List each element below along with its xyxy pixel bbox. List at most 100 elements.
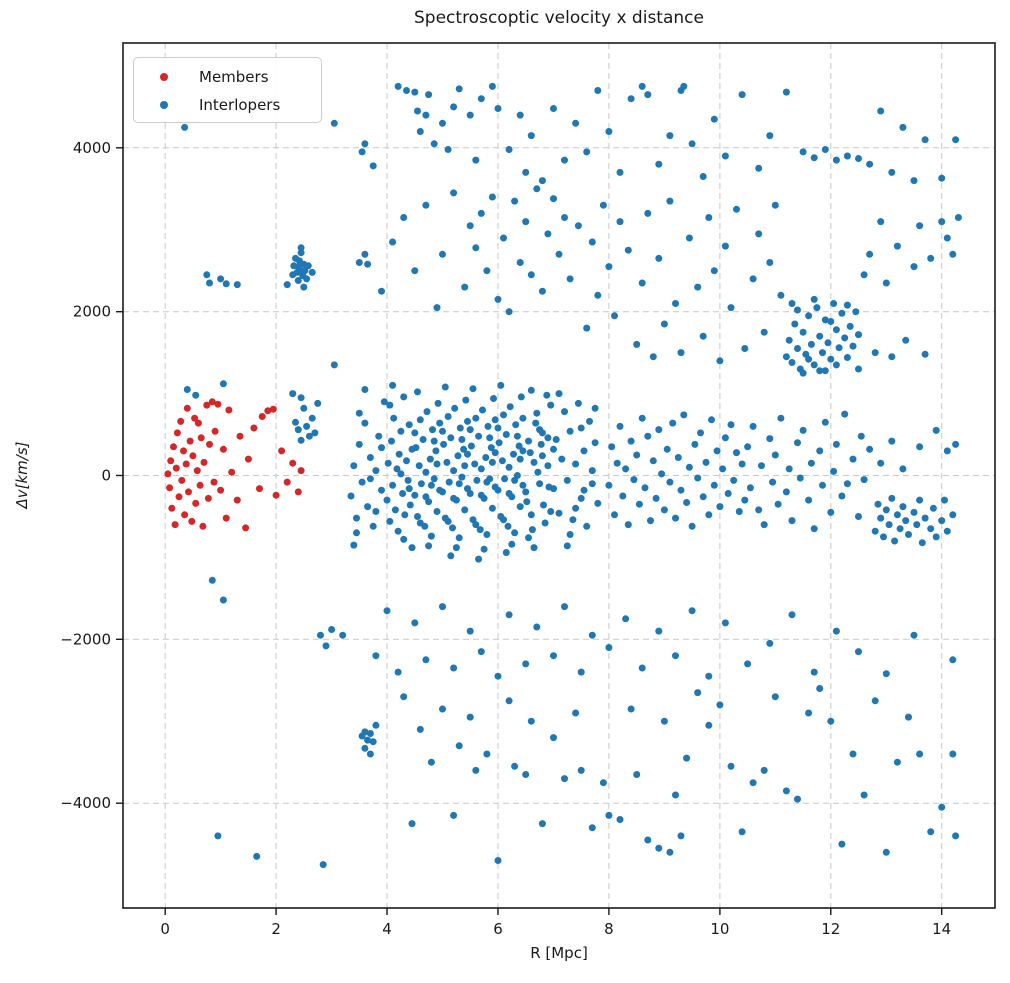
scatter-point-interlopers <box>552 436 560 443</box>
scatter-point-interlopers <box>500 234 507 242</box>
scatter-point-members <box>189 452 197 460</box>
scatter-point-interlopers <box>294 277 302 284</box>
scatter-point-interlopers <box>849 455 857 463</box>
scatter-point-interlopers <box>855 648 862 656</box>
scatter-point-interlopers <box>444 146 452 153</box>
scatter-point-interlopers <box>855 365 862 373</box>
scatter-point-interlopers <box>361 250 369 258</box>
scatter-point-interlopers <box>699 173 707 180</box>
scatter-point-interlopers <box>905 713 912 721</box>
scatter-point-members <box>199 522 207 530</box>
scatter-point-interlopers <box>477 465 485 473</box>
scatter-point-members <box>197 434 205 442</box>
scatter-point-interlopers <box>685 463 693 471</box>
scatter-point-interlopers <box>401 511 409 519</box>
scatter-point-interlopers <box>217 275 225 283</box>
scatter-point-interlopers <box>843 152 851 160</box>
scatter-point-interlopers <box>364 260 372 268</box>
scatter-point-interlopers <box>445 478 453 486</box>
scatter-point-interlopers <box>782 88 790 96</box>
scatter-point-members <box>188 517 196 525</box>
scatter-point-interlopers <box>439 705 446 713</box>
scatter-point-interlopers <box>616 422 624 430</box>
scatter-point-interlopers <box>672 514 679 522</box>
x-tick-label: 14 <box>932 920 951 938</box>
scatter-point-interlopers <box>411 267 419 275</box>
scatter-point-interlopers <box>461 283 469 291</box>
scatter-point-interlopers <box>616 816 624 823</box>
scatter-point-members <box>203 401 211 409</box>
scatter-point-interlopers <box>355 409 363 417</box>
scatter-point-interlopers <box>572 460 580 468</box>
scatter-point-interlopers <box>755 230 763 238</box>
scatter-point-interlopers <box>572 709 580 717</box>
scatter-point-interlopers <box>705 672 713 680</box>
scatter-point-interlopers <box>799 328 807 336</box>
scatter-point-interlopers <box>214 832 222 840</box>
scatter-point-interlopers <box>447 552 455 560</box>
scatter-point-interlopers <box>483 267 491 275</box>
scatter-point-members <box>289 459 297 467</box>
scatter-point-interlopers <box>599 201 607 209</box>
legend: Members Interlopers <box>133 57 322 123</box>
scatter-point-interlopers <box>782 787 790 795</box>
scatter-point-interlopers <box>391 506 399 514</box>
scatter-point-interlopers <box>583 148 591 156</box>
scatter-point-interlopers <box>777 291 785 299</box>
x-tick-label: 6 <box>493 920 503 938</box>
scatter-point-interlopers <box>913 521 921 529</box>
scatter-point-interlopers <box>477 648 485 656</box>
scatter-point-interlopers <box>490 395 497 402</box>
scatter-point-interlopers <box>450 189 458 197</box>
scatter-point-interlopers <box>522 218 530 226</box>
scatter-point-interlopers <box>534 468 542 476</box>
scatter-point-interlopers <box>710 115 718 123</box>
scatter-point-interlopers <box>705 721 713 729</box>
scatter-point-interlopers <box>522 771 530 778</box>
scatter-point-interlopers <box>513 432 521 440</box>
scatter-point-interlopers <box>372 508 380 515</box>
scatter-point-interlopers <box>605 263 613 271</box>
scatter-point-interlopers <box>566 531 574 538</box>
scatter-point-interlopers <box>627 705 635 713</box>
scatter-point-interlopers <box>619 492 627 500</box>
scatter-point-interlopers <box>777 414 785 422</box>
x-tick-label: 4 <box>382 920 392 938</box>
scatter-point-interlopers <box>427 481 435 489</box>
scatter-point-interlopers <box>572 119 580 127</box>
scatter-point-interlopers <box>497 381 505 389</box>
scatter-point-interlopers <box>495 439 503 447</box>
scatter-point-interlopers <box>439 427 446 435</box>
scatter-point-interlopers <box>405 485 413 493</box>
scatter-point-interlopers <box>888 168 896 176</box>
scatter-point-interlopers <box>899 123 907 131</box>
scatter-point-members <box>256 485 263 493</box>
scatter-point-interlopers <box>429 426 436 434</box>
scatter-point-interlopers <box>455 534 463 542</box>
y-tick-label: 4000 <box>73 139 111 157</box>
scatter-point-interlopers <box>502 431 510 438</box>
scatter-point-interlopers <box>882 848 890 856</box>
scatter-point-interlopers <box>885 521 893 529</box>
scatter-point-interlopers <box>905 531 912 538</box>
scatter-point-interlopers <box>516 111 524 119</box>
scatter-point-interlopers <box>477 95 485 103</box>
scatter-point-interlopers <box>394 668 402 676</box>
scatter-point-interlopers <box>477 491 485 499</box>
scatter-point-members <box>297 467 305 475</box>
scatter-point-members <box>278 447 286 455</box>
scatter-point-members <box>211 427 219 435</box>
scatter-point-interlopers <box>416 519 424 527</box>
scatter-point-interlopers <box>591 439 599 447</box>
scatter-point-interlopers <box>938 517 946 525</box>
scatter-point-interlopers <box>810 525 818 533</box>
scatter-point-interlopers <box>685 234 693 242</box>
scatter-point-interlopers <box>871 697 879 705</box>
scatter-point-interlopers <box>536 426 544 434</box>
scatter-point-interlopers <box>522 660 530 668</box>
scatter-point-interlopers <box>466 490 474 497</box>
scatter-point-interlopers <box>366 730 374 737</box>
scatter-point-interlopers <box>827 508 835 516</box>
scatter-point-interlopers <box>882 279 890 287</box>
scatter-point-interlopers <box>538 177 546 185</box>
